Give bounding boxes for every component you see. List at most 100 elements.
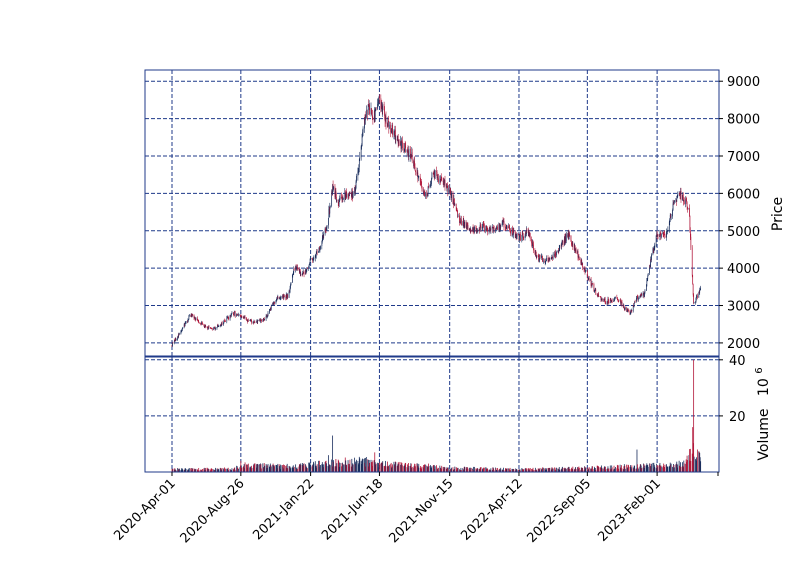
volume-bar — [475, 468, 477, 472]
candle-body — [303, 271, 304, 273]
volume-bar — [367, 459, 369, 472]
volume-bar — [187, 470, 188, 472]
candle-body — [485, 228, 487, 232]
volume-bar — [650, 466, 651, 472]
candle-body — [252, 321, 254, 323]
volume-bar — [420, 469, 422, 472]
candle-body — [591, 285, 592, 287]
candle-body — [656, 233, 658, 237]
candle-body — [260, 319, 262, 321]
candle-body — [537, 255, 539, 257]
volume-bar — [451, 467, 452, 472]
volume-bar — [285, 467, 287, 472]
candle-body — [568, 232, 569, 239]
candle-body — [518, 233, 519, 235]
volume-bar — [637, 464, 638, 472]
candle-body — [316, 252, 318, 253]
candle-body — [379, 96, 380, 99]
volume-bar — [210, 468, 212, 472]
volume-bar — [390, 462, 392, 472]
candle-body — [634, 301, 636, 302]
candle-body — [630, 312, 631, 315]
candle-body — [375, 108, 377, 110]
volume-bar — [251, 465, 253, 472]
candle-body — [591, 283, 593, 286]
candle-body — [293, 269, 295, 270]
candle-body — [617, 299, 619, 301]
candle-body — [388, 121, 390, 129]
volume-bar — [224, 468, 226, 472]
volume-bar — [464, 466, 466, 472]
volume-bar — [361, 463, 363, 472]
candle-body — [297, 267, 298, 270]
volume-bar — [552, 468, 554, 472]
volume-bar — [188, 468, 190, 472]
volume-bar — [371, 462, 373, 472]
price-panel-frame — [144, 69, 720, 357]
volume-bar — [410, 463, 412, 472]
volume-bar — [354, 457, 356, 472]
volume-bar — [349, 464, 350, 472]
volume-bar — [300, 463, 302, 472]
candle-body — [621, 301, 623, 306]
volume-bar — [508, 470, 510, 472]
volume-bar — [181, 468, 183, 472]
volume-bar — [558, 467, 560, 472]
volume-bar — [237, 468, 239, 472]
volume-bar — [338, 466, 340, 472]
volume-bar — [213, 469, 215, 472]
volume-bar — [203, 470, 205, 472]
candle-body — [394, 130, 395, 136]
volume-bar — [318, 466, 320, 472]
candle-body — [226, 317, 228, 322]
volume-bar — [362, 458, 363, 472]
volume-bar — [514, 470, 516, 472]
candle-body — [204, 325, 206, 327]
volume-bar — [522, 469, 524, 472]
volume-bar — [696, 457, 697, 472]
volume-bar — [249, 467, 251, 472]
candle-body — [531, 239, 532, 244]
volume-bar — [584, 466, 586, 472]
volume-bar — [325, 461, 326, 472]
volume-bar — [333, 460, 334, 472]
volume-bar — [469, 469, 471, 472]
volume-bar — [472, 468, 474, 472]
volume-bar — [621, 465, 622, 472]
price-ytick-label: 4000 — [727, 262, 760, 277]
volume-bar — [239, 465, 241, 472]
candle-body — [364, 117, 365, 129]
candle-body — [601, 298, 603, 300]
volume-panel-frame — [144, 356, 720, 473]
volume-bar — [270, 465, 272, 472]
candle-body — [220, 325, 222, 326]
volume-bar — [215, 467, 216, 472]
volume-bar — [621, 468, 623, 472]
candle-body — [343, 198, 344, 200]
candle-body — [682, 195, 683, 200]
volume-bar — [301, 464, 303, 472]
volume-bar — [315, 465, 317, 472]
candle-body — [606, 302, 608, 304]
volume-bar — [277, 463, 279, 472]
volume-bar — [531, 469, 533, 472]
candle-body — [480, 226, 482, 229]
candle-body — [554, 252, 556, 257]
volume-bar — [200, 469, 202, 472]
candle-body — [411, 152, 413, 158]
volume-bar — [273, 465, 275, 472]
volume-bar — [700, 461, 702, 472]
candle-body — [390, 132, 392, 133]
candle-body — [278, 296, 280, 299]
candle-body — [604, 298, 606, 303]
volume-bar — [669, 462, 671, 472]
candle-body — [594, 290, 595, 292]
candle-body — [430, 184, 431, 186]
volume-bar — [364, 458, 365, 472]
volume-bar — [685, 463, 687, 472]
volume-bar — [223, 470, 225, 472]
candle-body — [475, 227, 477, 230]
volume-bar — [499, 469, 501, 472]
candle-body — [436, 171, 438, 178]
volume-bar — [640, 465, 642, 472]
